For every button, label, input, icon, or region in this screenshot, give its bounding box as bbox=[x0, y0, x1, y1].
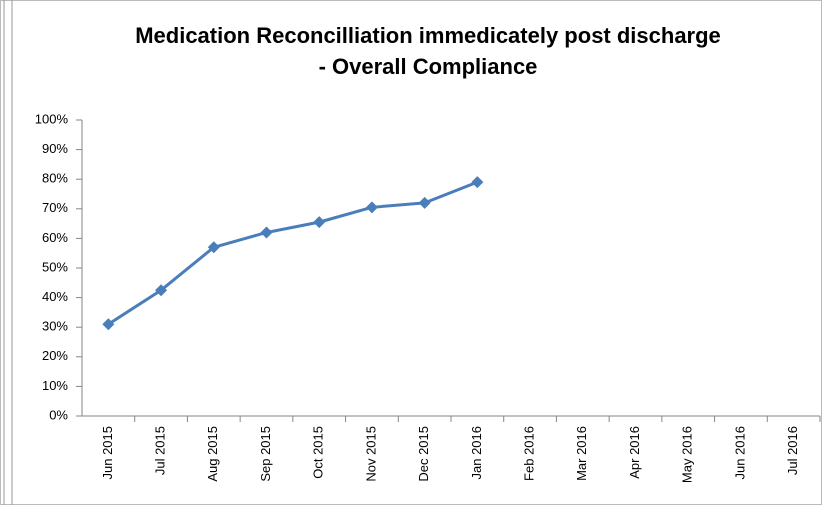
x-tick-label: Jun 2016 bbox=[732, 426, 747, 480]
series-line bbox=[107, 180, 478, 326]
marker bbox=[471, 176, 484, 189]
y-tick-label: 50% bbox=[42, 259, 68, 274]
x-tick-label: Mar 2016 bbox=[574, 426, 589, 481]
y-tick-label: 0% bbox=[49, 407, 68, 422]
x-tick-label: Jan 2016 bbox=[469, 426, 484, 480]
y-tick-label: 100% bbox=[35, 111, 69, 126]
x-tick-label: Nov 2015 bbox=[363, 426, 378, 482]
marker bbox=[418, 196, 431, 209]
x-tick-label: Jul 2015 bbox=[153, 426, 168, 475]
x-tick-label: Sep 2015 bbox=[258, 426, 273, 482]
marker bbox=[102, 318, 115, 331]
chart-title: - Overall Compliance bbox=[319, 54, 538, 79]
x-tick-label: May 2016 bbox=[680, 426, 695, 483]
y-tick-label: 10% bbox=[42, 378, 68, 393]
chart-title: Medication Reconcilliation immedicately … bbox=[135, 23, 721, 48]
y-tick-label: 20% bbox=[42, 348, 68, 363]
y-tick-label: 80% bbox=[42, 171, 68, 186]
x-tick-label: Feb 2016 bbox=[522, 426, 537, 481]
x-tick-label: Jun 2015 bbox=[100, 426, 115, 480]
x-tick-label: Aug 2015 bbox=[205, 426, 220, 482]
x-tick-label: Dec 2015 bbox=[416, 426, 431, 482]
marker bbox=[365, 201, 378, 214]
y-tick-label: 30% bbox=[42, 319, 68, 334]
y-tick-label: 60% bbox=[42, 230, 68, 245]
marker bbox=[313, 216, 326, 229]
x-tick-label: Jul 2016 bbox=[785, 426, 800, 475]
marker bbox=[155, 284, 168, 297]
y-tick-label: 70% bbox=[42, 200, 68, 215]
marker bbox=[260, 226, 273, 239]
y-tick-label: 90% bbox=[42, 141, 68, 156]
marker bbox=[207, 241, 220, 254]
x-tick-label: Apr 2016 bbox=[627, 426, 642, 479]
x-tick-label: Oct 2015 bbox=[311, 426, 326, 479]
y-tick-label: 40% bbox=[42, 289, 68, 304]
